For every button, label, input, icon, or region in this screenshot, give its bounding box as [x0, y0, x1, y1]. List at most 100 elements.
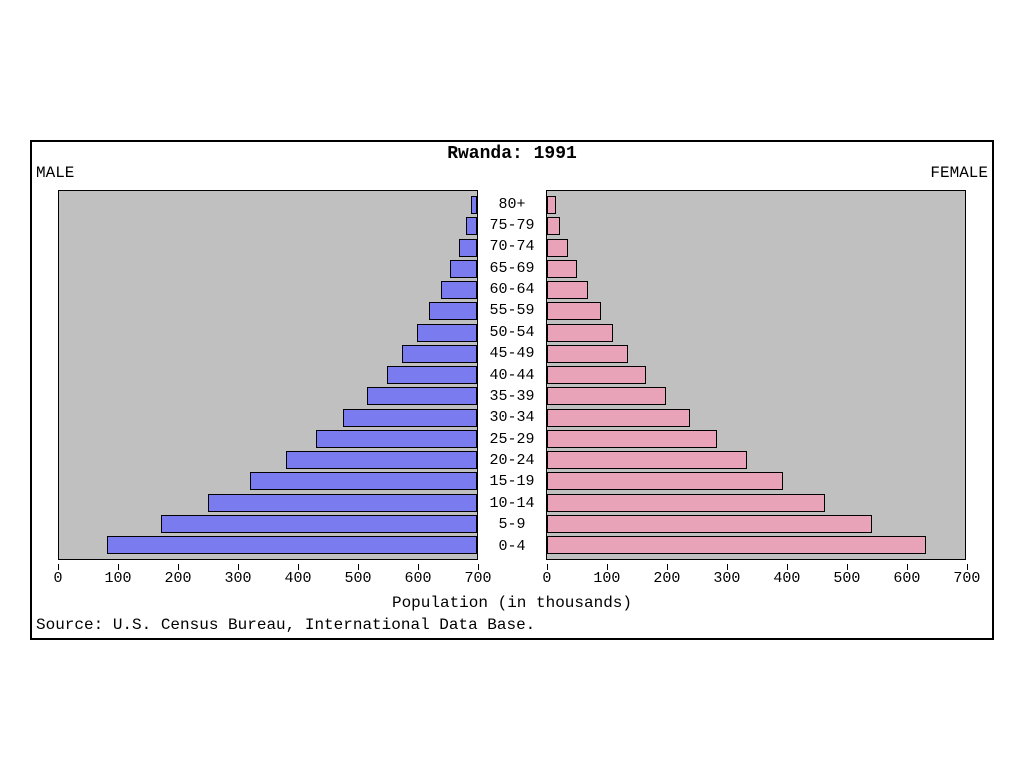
axis-tick-label: 500 [344, 570, 371, 587]
x-axis-label: Population (in thousands) [32, 594, 992, 612]
bar-row [547, 301, 965, 321]
age-label: 10-14 [489, 493, 534, 513]
male-bar [429, 302, 477, 320]
male-bar [286, 451, 477, 469]
bar-row [547, 493, 965, 513]
female-panel [546, 190, 966, 560]
bar-row [547, 535, 965, 555]
female-bar [547, 472, 783, 490]
age-label: 45-49 [489, 344, 534, 364]
male-bar [316, 430, 477, 448]
age-label: 25-29 [489, 429, 534, 449]
bar-row [59, 493, 477, 513]
female-bar [547, 281, 588, 299]
bar-row [59, 301, 477, 321]
axis-tick-label: 200 [653, 570, 680, 587]
age-label: 0-4 [498, 536, 525, 556]
age-label: 20-24 [489, 451, 534, 471]
male-panel [58, 190, 478, 560]
bar-row [547, 514, 965, 534]
age-label: 60-64 [489, 280, 534, 300]
bar-row [547, 195, 965, 215]
age-label: 75-79 [489, 215, 534, 235]
bar-row [547, 323, 965, 343]
bar-row [59, 195, 477, 215]
male-bar [402, 345, 477, 363]
female-bar [547, 302, 601, 320]
bar-row [547, 386, 965, 406]
chart-frame: Rwanda: 1991 MALE FEMALE 80+75-7970-7465… [30, 140, 994, 640]
bar-row [59, 365, 477, 385]
female-bar [547, 494, 825, 512]
bar-row [59, 344, 477, 364]
plot-row: 80+75-7970-7465-6960-6455-5950-5445-4940… [32, 190, 992, 560]
female-label: FEMALE [930, 164, 988, 182]
chart-title: Rwanda: 1991 [32, 144, 992, 164]
axis-tick-label: 700 [953, 570, 980, 587]
age-label: 15-19 [489, 472, 534, 492]
bar-row [59, 514, 477, 534]
bar-row [547, 365, 965, 385]
age-label: 30-34 [489, 408, 534, 428]
bar-row [59, 280, 477, 300]
female-bar [547, 536, 926, 554]
female-bar [547, 345, 628, 363]
male-bar [441, 281, 477, 299]
male-label: MALE [36, 164, 74, 182]
female-bar [547, 515, 872, 533]
axis-tick-label: 300 [713, 570, 740, 587]
axis-tick-label: 0 [542, 570, 551, 587]
bar-row [547, 238, 965, 258]
male-bar [466, 217, 477, 235]
age-label: 55-59 [489, 301, 534, 321]
female-bar [547, 324, 613, 342]
bar-row [59, 216, 477, 236]
age-label: 65-69 [489, 258, 534, 278]
axis-tick-label: 100 [104, 570, 131, 587]
bar-row [547, 216, 965, 236]
age-labels-column: 80+75-7970-7465-6960-6455-5950-5445-4940… [478, 190, 546, 560]
age-label: 80+ [498, 194, 525, 214]
bar-row [59, 386, 477, 406]
axis-tick-label: 100 [593, 570, 620, 587]
bar-row [547, 259, 965, 279]
bar-row [547, 344, 965, 364]
axis-tick-label: 400 [284, 570, 311, 587]
male-bar [250, 472, 477, 490]
age-label: 70-74 [489, 237, 534, 257]
axis-tick-label: 300 [224, 570, 251, 587]
bar-row [59, 535, 477, 555]
female-bar [547, 196, 556, 214]
male-bar [417, 324, 477, 342]
male-bar [387, 366, 477, 384]
bar-row [59, 429, 477, 449]
female-bars [547, 195, 965, 555]
female-bar [547, 451, 747, 469]
axis-tick-label: 700 [464, 570, 491, 587]
bar-row [59, 471, 477, 491]
female-bar [547, 217, 560, 235]
axis-tick-label: 400 [773, 570, 800, 587]
male-bar [107, 536, 477, 554]
axis-tick-label: 500 [833, 570, 860, 587]
source-text: Source: U.S. Census Bureau, Internationa… [36, 616, 535, 634]
female-bar [547, 239, 568, 257]
bar-row [59, 408, 477, 428]
bar-row [547, 429, 965, 449]
bar-row [59, 323, 477, 343]
male-bar [161, 515, 477, 533]
age-label: 5-9 [498, 515, 525, 535]
bar-row [59, 450, 477, 470]
male-bar [459, 239, 477, 257]
bar-row [547, 450, 965, 470]
bar-row [547, 280, 965, 300]
female-bar [547, 387, 666, 405]
axis-tick-label: 0 [53, 570, 62, 587]
bar-row [59, 259, 477, 279]
male-bar [208, 494, 477, 512]
male-bar [471, 196, 477, 214]
age-label: 50-54 [489, 322, 534, 342]
male-bars [59, 195, 477, 555]
axis-tick-label: 600 [893, 570, 920, 587]
male-bar [367, 387, 477, 405]
